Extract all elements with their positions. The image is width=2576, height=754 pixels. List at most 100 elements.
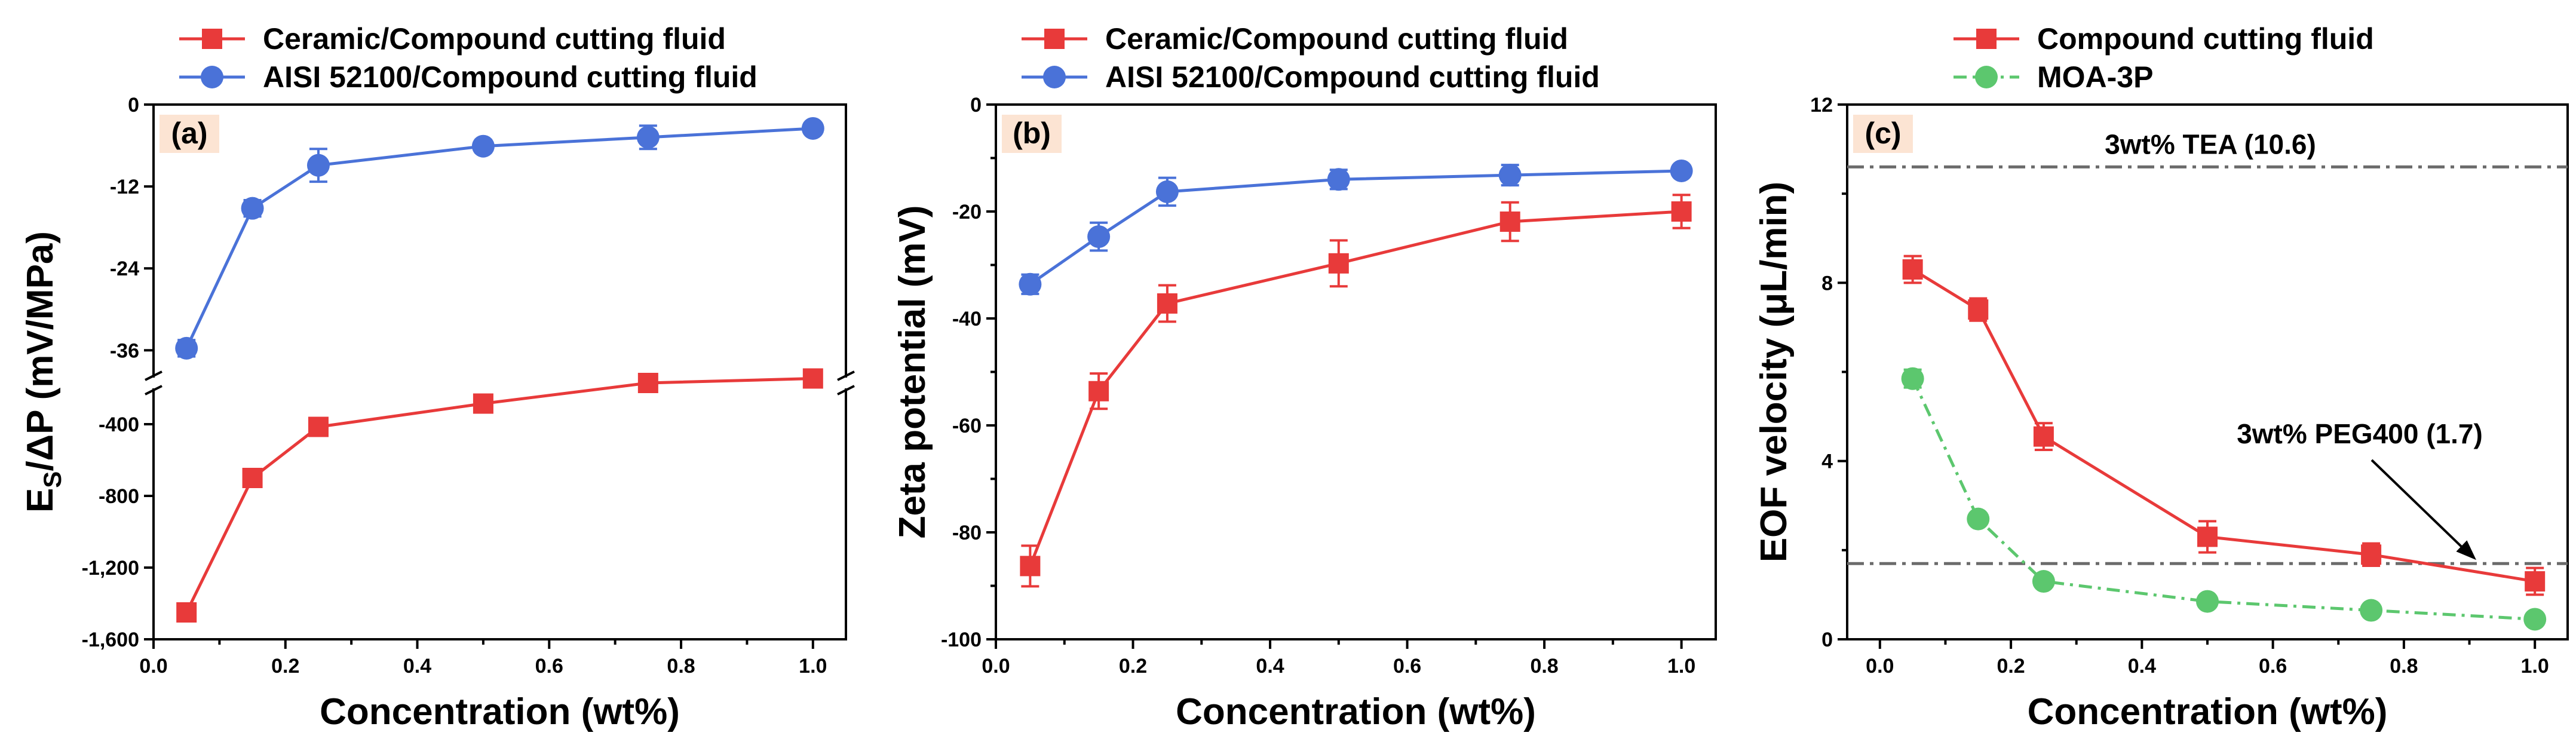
data-point <box>473 393 493 414</box>
legend-marker <box>1043 66 1066 88</box>
y-tick-label: 12 <box>1810 94 1833 117</box>
data-point <box>2033 426 2054 447</box>
y-tick-label: 0 <box>128 94 139 117</box>
y-tick-label: -400 <box>99 413 139 436</box>
data-point <box>471 134 495 158</box>
y-tick-label: -40 <box>952 308 982 330</box>
x-tick-label: 0.4 <box>2128 655 2156 678</box>
data-point <box>801 117 824 140</box>
data-point <box>175 336 198 360</box>
chart-panel-a: 0.0 0.2 0.4 0.6 0.8 1.0 0 -12 -24 -36 -400 -800 -1,2… <box>20 22 855 732</box>
data-point <box>2197 526 2218 547</box>
data-point <box>1671 201 1692 222</box>
y-tick-label: 0 <box>970 94 982 117</box>
legend-label: AISI 52100/Compound cutting fluid <box>1105 60 1600 94</box>
data-point <box>1902 259 1923 280</box>
data-point <box>1157 293 1177 314</box>
x-tick-label: 0.8 <box>2390 655 2418 678</box>
series-line <box>1029 169 1682 286</box>
y-tick-label: 8 <box>1821 272 1833 295</box>
y-tick-label: 0 <box>1821 629 1833 651</box>
x-tick-label: 0.0 <box>1866 655 1894 678</box>
data-point <box>1087 225 1111 249</box>
legend-item: Ceramic/Compound cutting fluid <box>1022 22 1568 56</box>
series-1 <box>176 368 823 623</box>
data-point <box>1020 556 1041 577</box>
x-tick-label: 0.0 <box>139 655 167 678</box>
chart-panel-c: 0.0 0.2 0.4 0.6 0.8 1.0 0 4 8 12 3wt% TEA (10.6) 3w… <box>1753 22 2569 732</box>
x-tick-label: 1.0 <box>1667 655 1695 678</box>
x-axis-title: Concentration (wt%) <box>1176 691 1536 732</box>
legend-item: Compound cutting fluid <box>1954 22 2374 56</box>
legend-label: Ceramic/Compound cutting fluid <box>263 22 726 56</box>
series-line <box>1029 210 1682 567</box>
plot-frame <box>1846 103 2569 640</box>
data-point <box>308 416 329 437</box>
y-tick-label: -800 <box>99 485 139 508</box>
y-tick-label: -20 <box>952 201 982 223</box>
legend: Ceramic/Compound cutting fluid AISI 52100… <box>179 22 758 94</box>
data-point <box>1968 299 1989 320</box>
panel-label: (c) <box>1864 117 1901 150</box>
series-line <box>185 377 813 614</box>
data-point <box>1328 253 1349 274</box>
x-tick-label: 0.6 <box>535 655 563 678</box>
panel-label: (a) <box>171 117 207 150</box>
data-point <box>1088 381 1109 401</box>
data-point <box>1901 367 1924 390</box>
legend-marker <box>1044 29 1065 49</box>
series-line <box>1911 378 2535 621</box>
data-point <box>2525 571 2546 592</box>
legend-marker <box>202 29 222 49</box>
data-point <box>2360 599 2383 622</box>
data-point <box>637 373 658 393</box>
data-point <box>1327 168 1350 191</box>
annotation-arrow-head <box>2456 540 2476 560</box>
data-point <box>2361 544 2382 565</box>
legend: Compound cutting fluid MOA-3P <box>1954 22 2374 94</box>
y-axis-title: Zeta potential (mV) <box>892 205 933 538</box>
y-tick-label: -80 <box>952 522 982 544</box>
legend-marker <box>1975 66 1998 88</box>
y-tick-label: -36 <box>110 339 139 362</box>
y-tick-label: -60 <box>952 415 982 437</box>
series-2 <box>1901 367 2547 631</box>
series-2 <box>1019 159 1693 296</box>
legend-label: Compound cutting fluid <box>2037 22 2374 56</box>
chart-panel-b: 0.0 0.2 0.4 0.6 0.8 1.0 0 -20 -40 -60 -80 -100 (b) Ce… <box>892 22 1717 732</box>
data-point <box>1155 180 1179 203</box>
x-tick-label: 0.2 <box>1997 655 2025 678</box>
panel-label-bg <box>1853 115 1913 153</box>
legend-label: AISI 52100/Compound cutting fluid <box>263 60 758 94</box>
legend-item: Ceramic/Compound cutting fluid <box>179 22 726 56</box>
data-point <box>636 125 660 149</box>
data-point <box>306 154 330 177</box>
legend-label: Ceramic/Compound cutting fluid <box>1105 22 1568 56</box>
panel-label-bg <box>1002 115 1062 153</box>
data-point <box>2523 608 2547 631</box>
data-point <box>1499 212 1520 232</box>
reference-label: 3wt% TEA (10.6) <box>2105 128 2316 160</box>
y-tick-label: -1,600 <box>82 629 139 651</box>
legend-label: MOA-3P <box>2037 60 2153 94</box>
data-point <box>176 602 197 623</box>
axis-break-mark <box>145 370 162 381</box>
y-tick-label: 4 <box>1821 450 1833 473</box>
y-tick-label: -24 <box>110 258 139 280</box>
x-tick-label: 0.4 <box>403 655 431 678</box>
data-point <box>1498 164 1522 187</box>
data-point <box>1670 159 1693 182</box>
data-point <box>2196 590 2219 613</box>
series-1 <box>1020 194 1692 588</box>
y-axis-title: ES/ΔP (mV/MPa) <box>20 231 66 513</box>
axis-break-mark <box>837 385 855 396</box>
x-tick-label: 0.6 <box>2259 655 2287 678</box>
legend: Ceramic/Compound cutting fluid AISI 52100… <box>1022 22 1600 94</box>
y-tick-label: -1,200 <box>82 557 139 580</box>
y-axis-title-rest: /ΔP (mV/MPa) <box>20 231 61 471</box>
x-axis-title: Concentration (wt%) <box>2028 691 2388 732</box>
axis-break-mark <box>837 370 855 381</box>
x-tick-label: 0.0 <box>982 655 1010 678</box>
data-point <box>242 468 263 488</box>
